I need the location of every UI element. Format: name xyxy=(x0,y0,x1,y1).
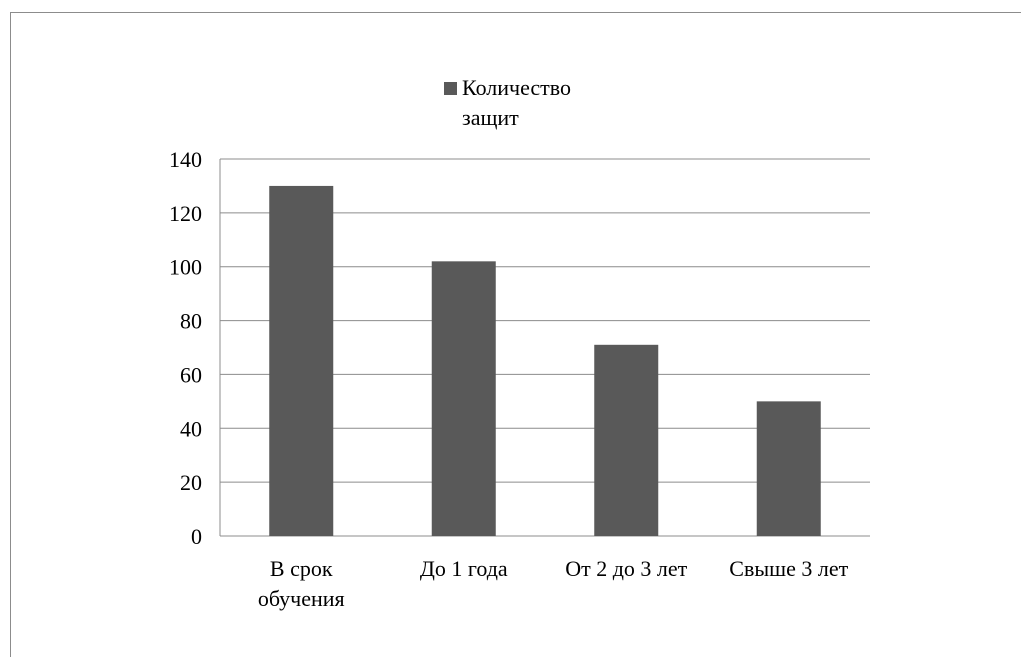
bar-4 xyxy=(756,401,821,536)
y-tick-label: 40 xyxy=(180,416,202,441)
x-tick-label-line: обучения xyxy=(258,586,345,611)
y-tick-label: 20 xyxy=(180,470,202,495)
x-tick-label: До 1 года xyxy=(420,556,508,581)
y-tick-label: 60 xyxy=(180,362,202,387)
y-tick-label: 120 xyxy=(169,201,202,226)
x-tick-label: Свыше 3 лет xyxy=(729,556,848,581)
x-tick-label-line: Свыше 3 лет xyxy=(729,556,848,581)
x-tick-label-line: В срок xyxy=(270,556,333,581)
x-axis-tick-labels: В срок обучения До 1 года От 2 до 3 лет Свыш… xyxy=(258,556,849,611)
bar-1 xyxy=(269,185,334,536)
legend-swatch xyxy=(444,82,457,95)
bar-3 xyxy=(594,344,659,536)
y-axis-tick-labels: 0 20 40 60 80 100 120 140 xyxy=(169,147,202,549)
bars xyxy=(269,185,821,536)
y-tick-label: 0 xyxy=(191,524,202,549)
bar-2 xyxy=(431,261,496,536)
y-tick-label: 100 xyxy=(169,255,202,280)
legend-label: Количество защит xyxy=(462,75,572,130)
x-tick-label: В срок обучения xyxy=(258,556,345,611)
chart-frame xyxy=(10,12,1021,657)
y-tick-label: 140 xyxy=(169,147,202,172)
x-tick-label: От 2 до 3 лет xyxy=(565,556,687,581)
x-tick-label-line: До 1 года xyxy=(420,556,508,581)
x-tick-label-line: От 2 до 3 лет xyxy=(565,556,687,581)
y-tick-label: 80 xyxy=(180,309,202,334)
